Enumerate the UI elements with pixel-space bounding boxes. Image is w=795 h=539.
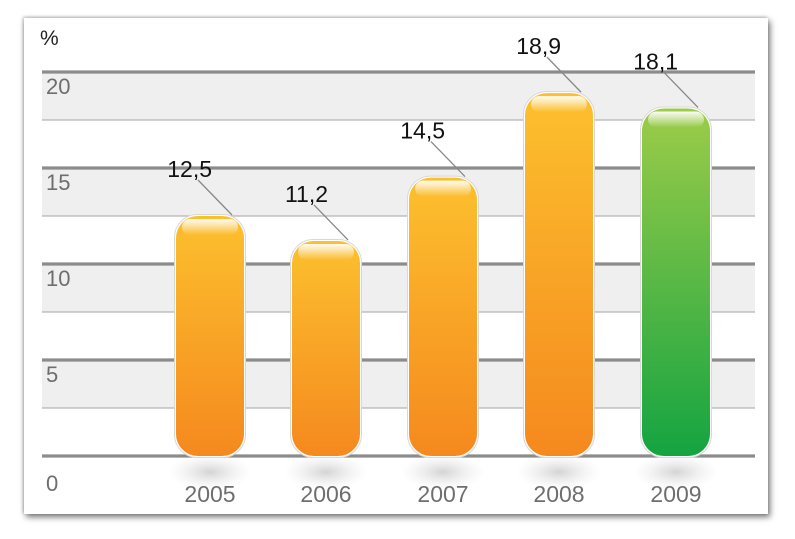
bar-reflection: [284, 454, 368, 490]
bar-gloss: [531, 96, 587, 113]
data-label: 18,9: [516, 33, 561, 59]
bar-2006: [292, 240, 360, 456]
grid-bands: [42, 72, 755, 408]
bar-reflections: [168, 454, 718, 490]
grid-band: [42, 360, 755, 408]
x-tick-label: 2009: [650, 481, 701, 507]
y-tick-label: 5: [46, 362, 58, 387]
y-tick-label: 20: [46, 74, 70, 99]
grid-band: [42, 264, 755, 312]
data-label-leader: [546, 56, 582, 93]
x-tick-label: 2005: [184, 481, 235, 507]
data-label-leader: [197, 179, 233, 216]
bar-reflection: [517, 454, 601, 490]
x-tick-label: 2007: [417, 481, 468, 507]
bar-reflection: [634, 454, 718, 490]
data-label: 12,5: [167, 156, 212, 182]
x-tick-label: 2006: [300, 481, 351, 507]
grid-band: [42, 168, 755, 216]
data-label-leader: [313, 204, 349, 241]
data-label-leader: [663, 72, 699, 108]
bar-gloss: [415, 180, 471, 197]
bar-2007: [409, 177, 477, 456]
labels: 0 5 10 15 20% 2005 12,5 2006 11,2 2007 14,5 2008 18,…: [40, 27, 702, 507]
bar-2009: [642, 108, 710, 456]
bar-gloss: [182, 219, 238, 235]
data-label: 11,2: [285, 181, 328, 207]
data-label: 18,1: [633, 48, 678, 74]
bar-2008: [525, 93, 593, 457]
y-tick-label: 15: [46, 170, 70, 195]
bars: [174, 91, 712, 459]
y-tick-label: 10: [46, 266, 70, 291]
bar-reflection: [168, 454, 252, 490]
x-tick-label: 2008: [533, 481, 584, 507]
data-label-leader: [430, 141, 466, 178]
gridlines: [42, 70, 755, 458]
data-label: 14,5: [400, 118, 445, 144]
bar-gloss: [648, 111, 704, 128]
y-tick-label: 0: [46, 471, 58, 496]
y-unit-label: %: [40, 27, 59, 50]
bar-2005: [176, 216, 244, 456]
grid-band: [42, 72, 755, 120]
bar-gloss: [298, 243, 354, 260]
label-leaders: [197, 56, 699, 241]
bar-reflection: [401, 454, 485, 490]
